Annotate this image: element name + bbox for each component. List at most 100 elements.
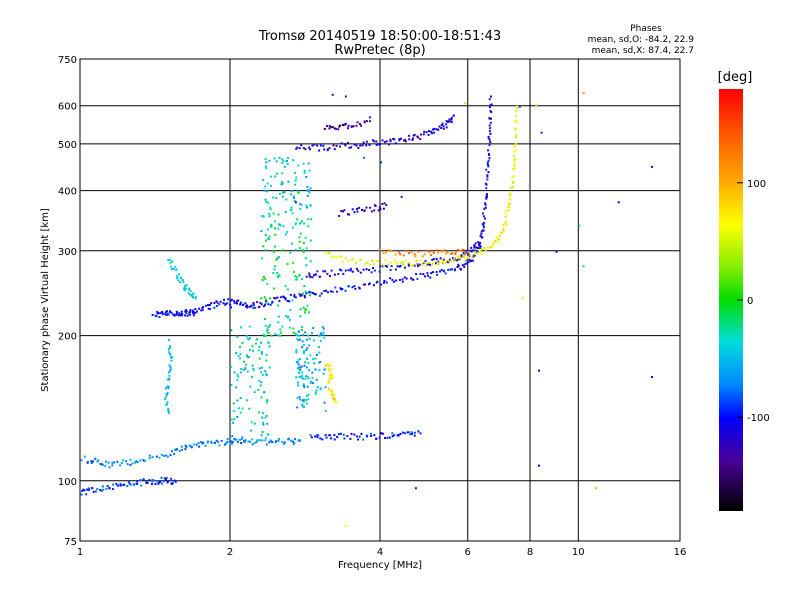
echo-point [171,356,174,359]
echo-point [507,206,510,209]
echo-point [407,263,410,266]
echo-point [314,391,317,394]
echo-point [343,143,346,146]
echo-point [300,365,303,368]
echo-point [474,249,477,252]
echo-point [399,253,402,256]
echo-point [286,263,289,265]
echo-point [306,402,308,405]
echo-point [452,260,455,263]
echo-point [181,448,183,451]
echo-point [277,223,280,226]
echo-point [247,440,250,443]
echo-point [381,139,384,142]
echo-point [292,331,295,334]
echo-point [389,268,392,271]
echo-point [459,267,462,270]
echo-point [229,300,232,303]
echo-point [324,270,327,273]
echo-point [236,416,239,418]
echo-point [323,336,326,339]
echo-point [269,303,272,306]
echo-point [342,272,345,275]
echo-point [307,393,310,396]
echo-point [502,223,505,226]
echo-point [436,273,439,276]
echo-point [298,240,301,243]
echo-point [437,263,440,266]
echo-point [175,268,178,271]
echo-point [261,257,264,260]
echo-point [207,304,209,307]
echo-point [172,267,175,270]
echo-point [487,165,490,168]
echo-point [192,292,195,295]
echo-point [241,304,244,306]
echo-point [90,460,93,463]
echo-point [286,231,289,233]
echo-point [97,459,100,462]
echo-point [353,143,356,146]
echo-point [195,443,198,446]
echo-point [268,235,271,238]
echo-point [299,294,302,297]
echo-point [168,364,171,367]
echo-point [417,250,420,253]
echo-point [304,290,307,293]
echo-point [309,291,312,294]
echo-point [356,435,358,438]
plot-frame [79,58,681,542]
echo-point [300,293,303,296]
echo-point [173,453,176,455]
echo-point [249,385,252,388]
echo-point [119,482,122,485]
echo-point [262,245,265,248]
echo-point [265,334,268,337]
echo-point [494,240,497,242]
echo-point [304,377,307,380]
echo-point [318,351,321,354]
echo-point [85,493,88,496]
echo-point [294,296,297,299]
echo-point [283,165,286,168]
echo-point [344,122,347,125]
echo-point [318,369,321,372]
echo-point [484,182,487,185]
echo-point [237,407,240,410]
echo-point [376,280,379,283]
echo-point [350,125,353,128]
echo-point [375,140,378,143]
echo-point [307,225,310,228]
echo-point [239,397,242,400]
echo-point [240,368,243,370]
echo-point [142,478,145,481]
echo-point [507,208,510,211]
echo-point [282,195,284,198]
echo-point [314,392,317,395]
echo-point [155,314,158,317]
echo-point [365,144,368,147]
echo-point [323,127,326,130]
echo-point [421,264,423,267]
echo-point [283,191,286,194]
echo-point [253,422,256,425]
echo-point [290,206,293,209]
echo-point [347,141,349,144]
echo-point [258,305,261,308]
echo-point [169,261,172,264]
echo-point [369,432,372,435]
echo-point [169,258,172,261]
echo-point [404,138,407,141]
echo-point [264,370,267,373]
echo-point [503,222,506,225]
echo-point [224,303,227,306]
echo-point [286,288,289,291]
echo-point [315,378,318,381]
echo-point [300,376,303,379]
echo-point [445,259,448,262]
echo-point [505,210,508,213]
echo-point [284,233,287,236]
echo-point [309,260,312,263]
chart-title: Tromsø 20140519 18:50:00-18:51:43 [258,29,501,44]
echo-point [166,392,169,394]
